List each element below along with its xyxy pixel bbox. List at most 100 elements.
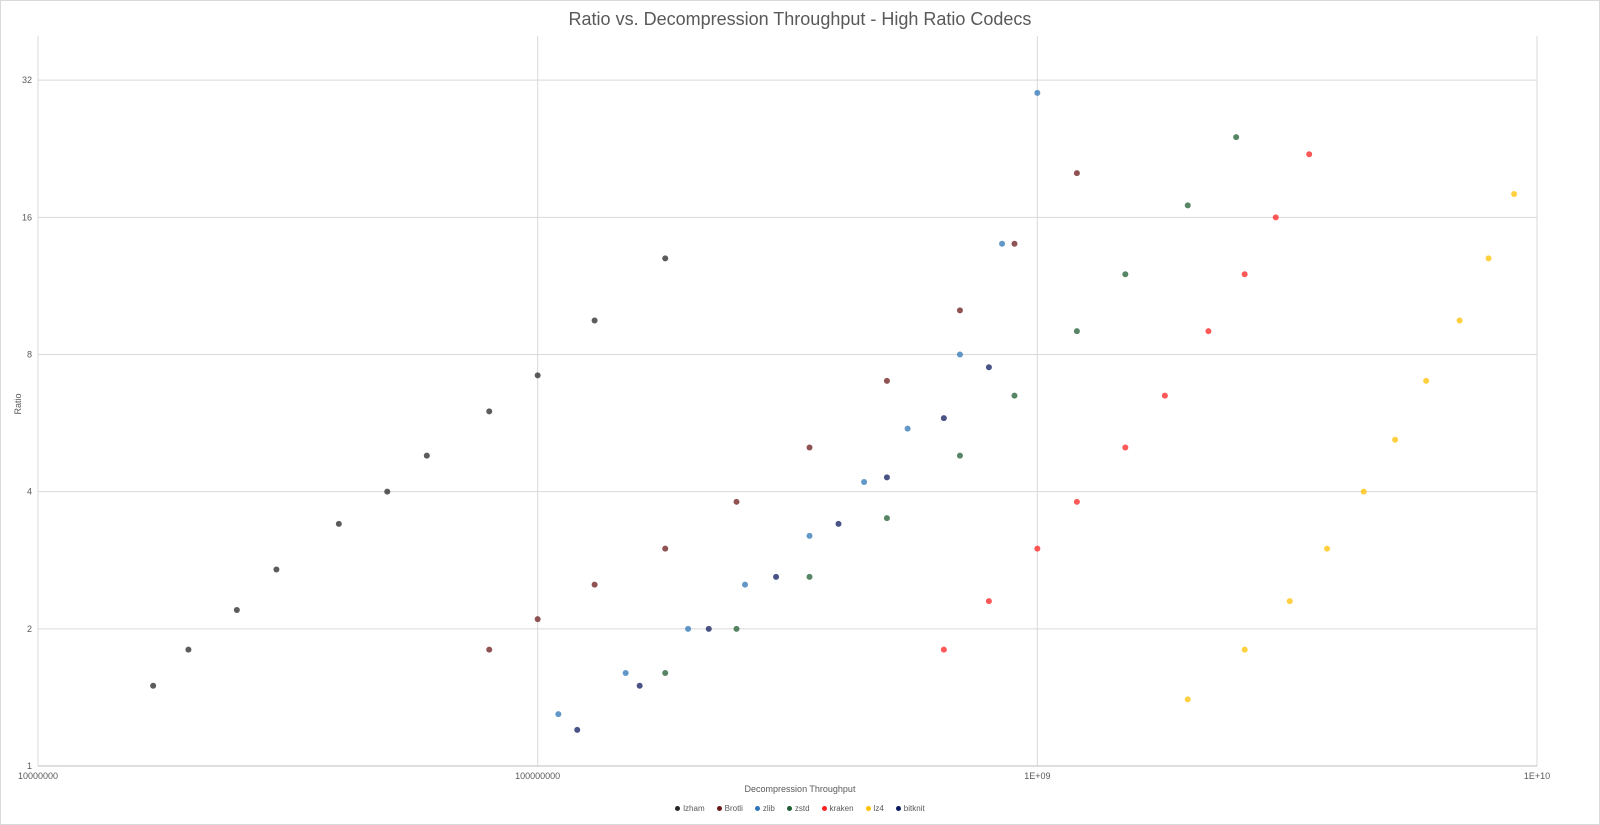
data-point-zlib: [742, 581, 749, 588]
data-point-brotli: [1073, 170, 1080, 177]
legend-label: kraken: [829, 804, 854, 813]
legend-marker: [675, 806, 681, 811]
y-tick-label: 1: [27, 761, 32, 771]
data-point-lzham: [185, 646, 192, 653]
legend-entry: lzham: [675, 804, 705, 813]
data-point-lzham: [486, 408, 493, 415]
data-point-lzham: [423, 452, 430, 459]
data-point-bitknit: [574, 726, 581, 733]
data-point-zstd: [662, 669, 669, 676]
data-point-bitknit: [940, 415, 947, 422]
data-point-zlib: [956, 351, 963, 358]
x-tick-label: 1E+09: [1024, 771, 1050, 781]
legend-label: Brotli: [724, 804, 743, 813]
data-point-zlib: [685, 625, 692, 632]
y-tick-label: 16: [22, 212, 32, 222]
data-point-bitknit: [985, 364, 992, 371]
legend-marker: [895, 806, 901, 811]
data-point-lz4: [1184, 696, 1191, 703]
data-point-lz4: [1286, 598, 1293, 605]
data-point-kraken: [1122, 444, 1129, 451]
data-point-kraken: [1272, 214, 1279, 221]
data-point-kraken: [1205, 328, 1212, 335]
data-point-kraken: [985, 598, 992, 605]
legend-label: zlib: [762, 804, 775, 813]
data-point-zstd: [1011, 392, 1018, 399]
data-point-bitknit: [705, 625, 712, 632]
data-point-brotli: [956, 307, 963, 314]
x-tick-label: 100000000: [515, 771, 560, 781]
data-point-kraken: [940, 646, 947, 653]
data-point-bitknit: [883, 474, 890, 481]
y-tick-label: 32: [22, 75, 32, 85]
data-point-brotli: [883, 377, 890, 384]
x-tick-label: 10000000: [18, 771, 58, 781]
legend-marker: [865, 806, 871, 811]
data-point-lzham: [273, 566, 280, 573]
data-point-lzham: [150, 682, 157, 689]
data-point-bitknit: [636, 682, 643, 689]
legend-entry: bitknit: [895, 804, 925, 813]
y-tick-label: 8: [27, 349, 32, 359]
data-point-kraken: [1306, 151, 1313, 158]
data-point-zlib: [806, 532, 813, 539]
data-point-bitknit: [835, 520, 842, 527]
data-point-zlib: [999, 240, 1006, 247]
data-point-zstd: [1233, 134, 1240, 141]
data-point-lz4: [1423, 377, 1430, 384]
data-point-zstd: [733, 625, 740, 632]
data-point-lzham: [233, 606, 240, 613]
data-point-brotli: [1011, 240, 1018, 247]
data-point-zstd: [1184, 202, 1191, 209]
chart-title: Ratio vs. Decompression Throughput - Hig…: [568, 9, 1032, 29]
legend-label: lz4: [873, 804, 884, 813]
data-point-zlib: [555, 711, 562, 718]
data-point-lzham: [335, 520, 342, 527]
legend-entry: Brotli: [716, 804, 743, 813]
legend-label: lzham: [683, 804, 705, 813]
data-point-brotli: [662, 545, 669, 552]
y-tick-label: 2: [27, 624, 32, 634]
data-point-lzham: [662, 255, 669, 262]
data-point-zstd: [1073, 328, 1080, 335]
data-point-brotli: [733, 498, 740, 505]
legend-entry: kraken: [821, 804, 854, 813]
data-point-lzham: [534, 372, 541, 379]
data-point-lz4: [1485, 255, 1492, 262]
data-point-kraken: [1073, 498, 1080, 505]
data-point-zstd: [883, 515, 890, 522]
x-tick-label: 1E+10: [1524, 771, 1550, 781]
data-point-lz4: [1392, 436, 1399, 443]
legend-marker: [786, 806, 792, 811]
data-point-zstd: [806, 573, 813, 580]
data-point-kraken: [1034, 545, 1041, 552]
data-point-kraken: [1161, 392, 1168, 399]
data-point-zlib: [861, 479, 868, 486]
data-point-lz4: [1360, 488, 1367, 495]
data-point-kraken: [1241, 271, 1248, 278]
legend-entry: lz4: [865, 804, 884, 813]
data-point-lz4: [1324, 545, 1331, 552]
data-point-lzham: [384, 488, 391, 495]
data-point-zstd: [1122, 271, 1129, 278]
data-point-zstd: [956, 452, 963, 459]
legend-entry: zlib: [754, 804, 775, 813]
data-point-zlib: [1034, 89, 1041, 96]
legend-entry: zstd: [786, 804, 810, 813]
data-point-lz4: [1511, 191, 1518, 198]
data-point-bitknit: [773, 573, 780, 580]
data-point-zlib: [622, 669, 629, 676]
data-point-lz4: [1241, 646, 1248, 653]
data-point-lz4: [1456, 317, 1463, 324]
legend-marker: [716, 806, 722, 811]
legend: lzham Brotli zlib zstd kraken lz4 bitknit: [0, 804, 1600, 813]
data-point-zlib: [904, 425, 911, 432]
legend-marker: [754, 806, 760, 811]
legend-label: bitknit: [903, 804, 925, 813]
data-point-lzham: [591, 317, 598, 324]
data-point-brotli: [534, 616, 541, 623]
data-point-brotli: [806, 444, 813, 451]
x-axis-title: Decompression Throughput: [744, 784, 856, 794]
legend-marker: [821, 806, 827, 811]
